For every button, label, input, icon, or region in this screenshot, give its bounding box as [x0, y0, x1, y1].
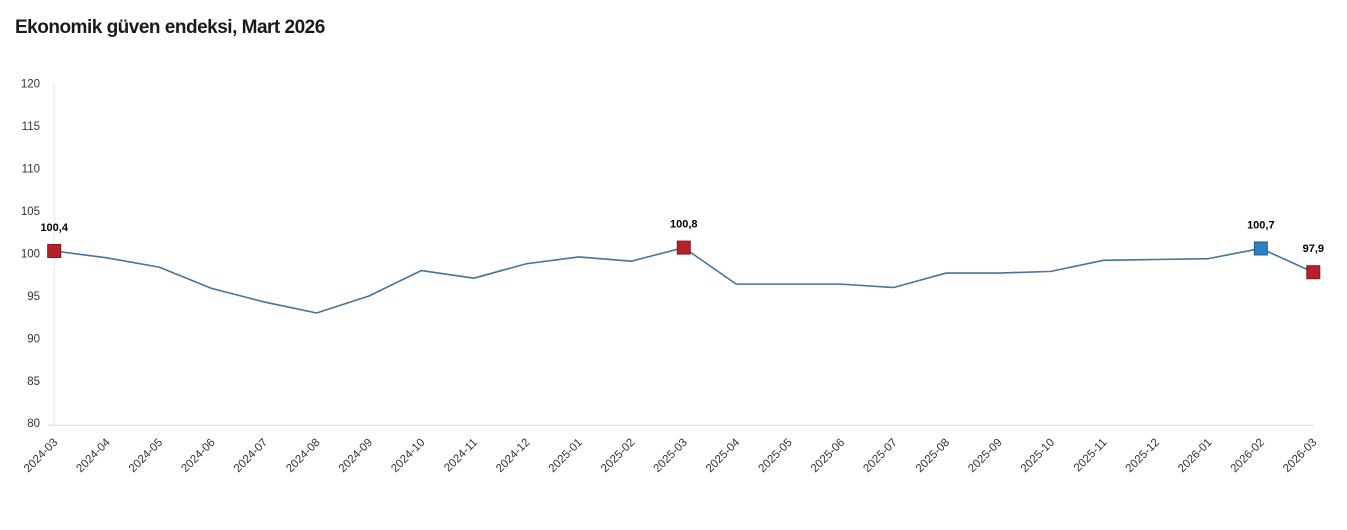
- series-line[interactable]: [53, 246, 1315, 314]
- y-tick-label: 120: [21, 79, 40, 91]
- x-tick-label: 2025-11: [1072, 437, 1110, 475]
- x-tick-label: 2026-01: [1176, 437, 1214, 475]
- y-tick-label: 80: [27, 418, 40, 430]
- x-tick-label: 2025-12: [1124, 437, 1162, 475]
- x-tick-label: 2024-11: [442, 437, 480, 475]
- x-tick-label: 2024-08: [284, 437, 322, 475]
- point-label-2026-02: 100,7: [1247, 219, 1275, 231]
- y-tick-label: 90: [27, 333, 40, 345]
- x-axis-labels: 2024-03 2024-04 2024-05 2024-06 2024-07 2024-…: [22, 436, 1319, 475]
- y-tick-label: 85: [27, 376, 40, 388]
- point-label-2026-03: 97,9: [1303, 243, 1324, 255]
- x-tick-label: 2025-02: [599, 437, 637, 475]
- highlighted-points: 100,4 100,8 100,7 97,9: [40, 219, 1324, 280]
- x-tick-label: 2025-07: [861, 437, 899, 475]
- x-tick-label: 2025-08: [914, 437, 952, 475]
- y-tick-label: 105: [21, 206, 40, 218]
- x-tick-label: 2025-09: [966, 437, 1004, 475]
- x-tick-label: 2024-10: [389, 437, 427, 475]
- x-tick-label: 2024-03: [22, 437, 60, 475]
- y-tick-label: 115: [22, 121, 40, 133]
- y-tick-label: 95: [27, 291, 40, 303]
- x-tick-label: 2026-03: [1281, 437, 1319, 475]
- x-tick-label: 2025-06: [809, 437, 847, 475]
- x-tick-label: 2024-07: [232, 437, 270, 475]
- x-tick-label: 2025-04: [704, 436, 743, 475]
- x-tick-label: 2025-03: [652, 437, 690, 475]
- x-tick-label: 2025-05: [756, 437, 794, 475]
- x-tick-label: 2024-04: [74, 436, 113, 475]
- x-tick-label: 2024-09: [337, 437, 375, 475]
- x-tick-label: 2025-01: [547, 437, 585, 475]
- point-label-2024-03: 100,4: [40, 222, 68, 234]
- point-label-2025-03: 100,8: [670, 219, 698, 231]
- x-tick-label: 2024-06: [179, 437, 217, 475]
- x-tick-label: 2026-02: [1229, 437, 1267, 475]
- y-tick-label: 110: [22, 164, 40, 176]
- point-marker-2026-02[interactable]: [1253, 241, 1268, 256]
- chart-title: Ekonomik güven endeksi, Mart 2026: [15, 17, 325, 38]
- x-tick-label: 2025-10: [1019, 437, 1057, 475]
- point-marker-2026-03[interactable]: [1306, 265, 1321, 280]
- x-tick-label: 2024-12: [494, 437, 532, 475]
- x-tick-label: 2024-05: [127, 437, 165, 475]
- y-tick-label: 100: [21, 248, 40, 260]
- point-marker-2025-03[interactable]: [676, 240, 691, 255]
- point-marker-2024-03[interactable]: [47, 244, 62, 259]
- y-axis-labels: 80 85 90 95 100 105 110 115 120: [21, 79, 40, 431]
